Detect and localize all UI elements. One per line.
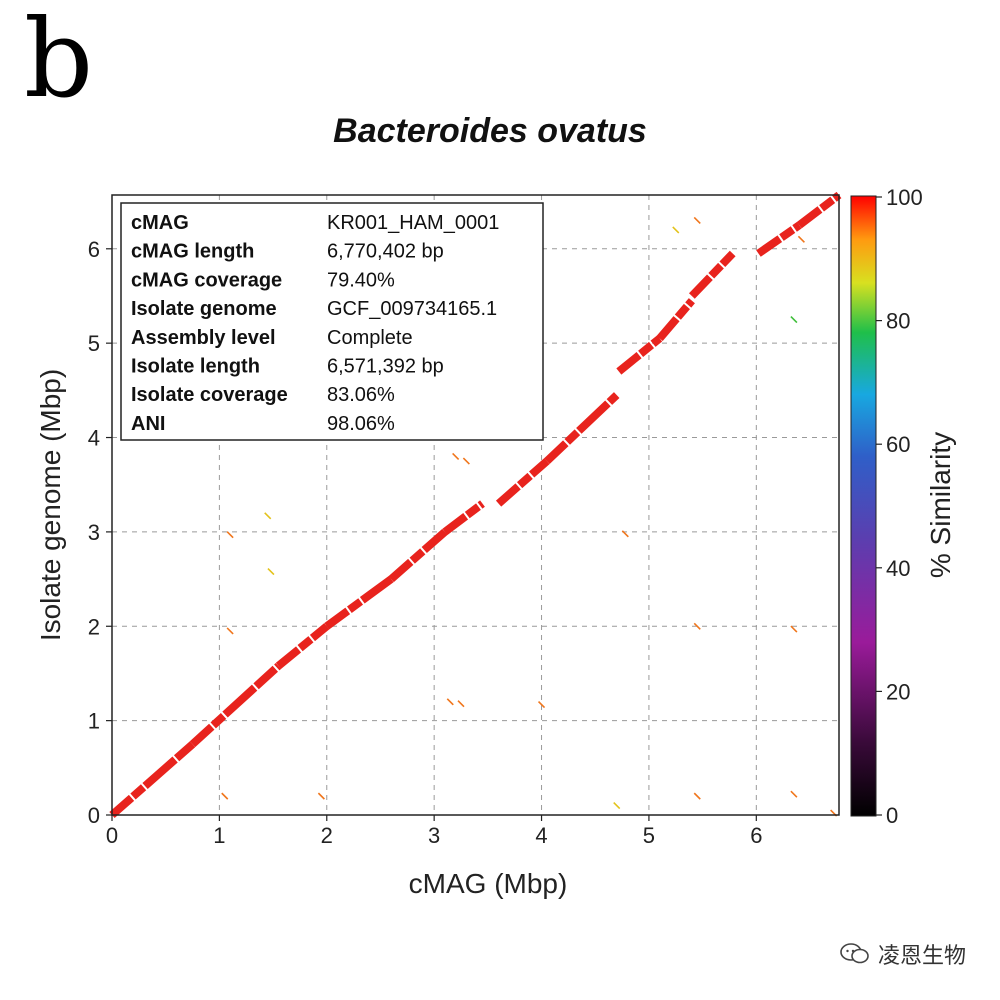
minor-hit xyxy=(672,226,680,234)
alignment-segment xyxy=(796,191,842,229)
alignment-segment xyxy=(442,500,485,536)
y-tick-label: 6 xyxy=(88,237,100,262)
panel-label: b xyxy=(24,0,94,122)
minor-hit xyxy=(790,790,798,798)
colorbar-tick-label: 80 xyxy=(886,309,910,334)
alignment-segment xyxy=(388,528,448,583)
alignment-segment xyxy=(756,221,802,257)
alignment-segment xyxy=(616,335,663,375)
minor-hit xyxy=(621,530,629,538)
info-key: Isolate length xyxy=(131,356,260,378)
x-tick-label: 5 xyxy=(643,823,655,848)
x-tick-label: 2 xyxy=(321,823,333,848)
minor-hit xyxy=(790,316,798,324)
colorbar-label: % Similarity xyxy=(925,432,956,578)
minor-hit xyxy=(613,801,621,810)
alignment-segment xyxy=(544,392,620,465)
minor-hit xyxy=(462,457,470,465)
info-key: Assembly level xyxy=(131,327,276,349)
x-axis-label: cMAG (Mbp) xyxy=(409,868,568,899)
alignment-segment xyxy=(495,458,550,507)
minor-hit xyxy=(693,216,701,225)
x-tick-label: 1 xyxy=(213,823,225,848)
colorbar-tick-label: 0 xyxy=(886,803,898,828)
info-box-rows: cMAG KR001_HAM_0001 cMAG length 6,770,402 b… xyxy=(131,212,499,435)
colorbar xyxy=(850,195,877,817)
plot-frame xyxy=(111,194,840,816)
x-axis-ticks: 0 1 2 3 4 5 6 xyxy=(106,815,762,848)
y-axis-ticks: 0 1 2 3 4 5 6 xyxy=(88,237,112,828)
minor-hit xyxy=(226,531,234,539)
y-axis-label: Isolate genome (Mbp) xyxy=(35,369,66,641)
alignment-segment xyxy=(109,741,196,819)
watermark: 凌恩生物 xyxy=(840,938,966,970)
info-key: cMAG coverage xyxy=(131,269,282,291)
watermark-text: 凌恩生物 xyxy=(877,944,966,969)
minor-hit xyxy=(221,792,229,800)
alignment-segment xyxy=(324,575,394,630)
info-value: 6,571,392 bp xyxy=(327,356,444,378)
minor-hit xyxy=(457,700,465,708)
info-box xyxy=(120,202,544,441)
x-tick-label: 4 xyxy=(535,823,547,848)
info-value: KR001_HAM_0001 xyxy=(327,212,499,234)
info-value: GCF_009734165.1 xyxy=(327,298,497,320)
info-value: 98.06% xyxy=(327,413,395,435)
alignment-segment xyxy=(656,298,695,342)
y-tick-label: 3 xyxy=(88,520,100,545)
colorbar-tick-label: 40 xyxy=(886,556,910,581)
x-tick-label: 3 xyxy=(428,823,440,848)
colorbar-tick-label: 20 xyxy=(886,679,910,704)
wechat-icon xyxy=(840,943,870,965)
minor-hit xyxy=(446,698,454,706)
minor-hit xyxy=(537,701,546,709)
info-key: ANI xyxy=(131,413,165,435)
info-value: Complete xyxy=(327,327,413,349)
y-tick-label: 0 xyxy=(88,803,100,828)
alignment-hits xyxy=(109,191,842,819)
minor-hit xyxy=(693,792,701,800)
info-key: Isolate genome xyxy=(131,298,277,320)
minor-hit xyxy=(267,567,275,576)
info-key: cMAG length xyxy=(131,241,254,263)
alignment-segment xyxy=(688,250,736,299)
y-tick-label: 5 xyxy=(88,331,100,356)
minor-hit xyxy=(264,512,272,520)
x-tick-label: 6 xyxy=(750,823,762,848)
minor-hit xyxy=(693,622,701,630)
minor-hit xyxy=(797,235,805,243)
info-key: Isolate coverage xyxy=(131,384,288,406)
info-value: 79.40% xyxy=(327,269,395,291)
y-tick-label: 4 xyxy=(88,426,100,451)
minor-hit xyxy=(317,792,325,800)
x-tick-label: 0 xyxy=(106,823,118,848)
colorbar-tick-label: 60 xyxy=(886,432,910,457)
y-tick-label: 2 xyxy=(88,614,100,639)
chart-title: Bacteroides ovatus xyxy=(333,112,647,150)
colorbar-tick-label: 100 xyxy=(886,185,923,210)
y-tick-label: 1 xyxy=(88,709,100,734)
alignment-segment xyxy=(189,662,282,748)
minor-hit xyxy=(452,452,460,460)
colorbar-ticks: 0 20 40 60 80 100 xyxy=(876,185,923,828)
minor-hit xyxy=(790,625,798,633)
alignment-segment xyxy=(275,623,330,669)
info-value: 83.06% xyxy=(327,384,395,406)
info-key: cMAG xyxy=(131,212,189,234)
info-value: 6,770,402 bp xyxy=(327,241,444,263)
minor-hit xyxy=(226,627,234,635)
